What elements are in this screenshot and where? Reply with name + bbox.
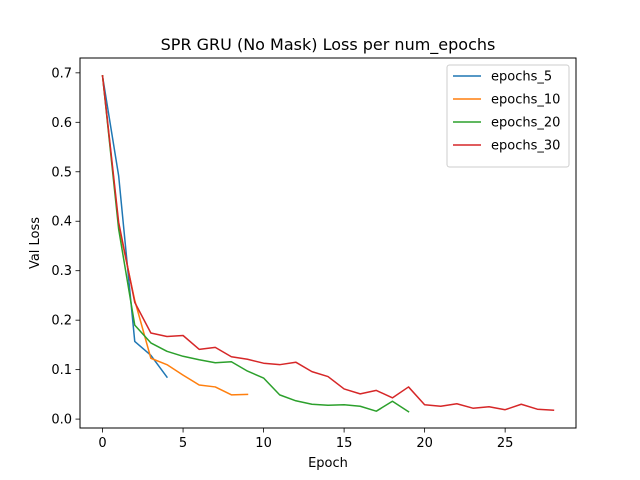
y-axis-ticks: 0.0 0.1 0.2 0.3 0.4 0.5 0.6 0.7 — [51, 66, 80, 428]
y-tick-label: 0.0 — [51, 413, 72, 428]
series-layer — [101, 74, 555, 413]
series-line-epochs_20 — [101, 74, 410, 413]
x-tick-label: 15 — [336, 436, 353, 451]
x-axis-label: Epoch — [308, 456, 348, 471]
x-tick-label: 10 — [255, 436, 272, 451]
series-line-epochs_30 — [101, 74, 555, 411]
legend-label-epochs_5: epochs_5 — [491, 70, 552, 85]
legend-box — [446, 64, 570, 168]
y-axis-label: Val Loss — [28, 217, 43, 269]
y-tick-label: 0.1 — [51, 363, 72, 378]
x-tick-label: 5 — [179, 436, 187, 451]
x-tick-label: 20 — [416, 436, 433, 451]
chart-title: SPR GRU (No Mask) Loss per num_epochs — [161, 35, 496, 55]
plot-frame — [79, 57, 577, 429]
x-tick-label: 0 — [98, 436, 106, 451]
legend: epochs_5 epochs_10 epochs_20 epochs_30 — [446, 64, 570, 168]
legend-label-epochs_30: epochs_30 — [491, 139, 560, 154]
x-tick-label: 25 — [497, 436, 514, 451]
y-tick-label: 0.5 — [51, 165, 72, 180]
y-tick-label: 0.6 — [51, 116, 72, 131]
legend-label-epochs_20: epochs_20 — [491, 116, 560, 131]
y-tick-label: 0.4 — [51, 215, 72, 230]
legend-label-epochs_10: epochs_10 — [491, 93, 560, 108]
series-line-epochs_5 — [101, 75, 169, 379]
y-tick-label: 0.2 — [51, 314, 72, 329]
y-tick-label: 0.3 — [51, 264, 72, 279]
y-tick-label: 0.7 — [51, 66, 72, 81]
x-axis-ticks: 0 5 10 15 20 25 — [98, 428, 513, 451]
